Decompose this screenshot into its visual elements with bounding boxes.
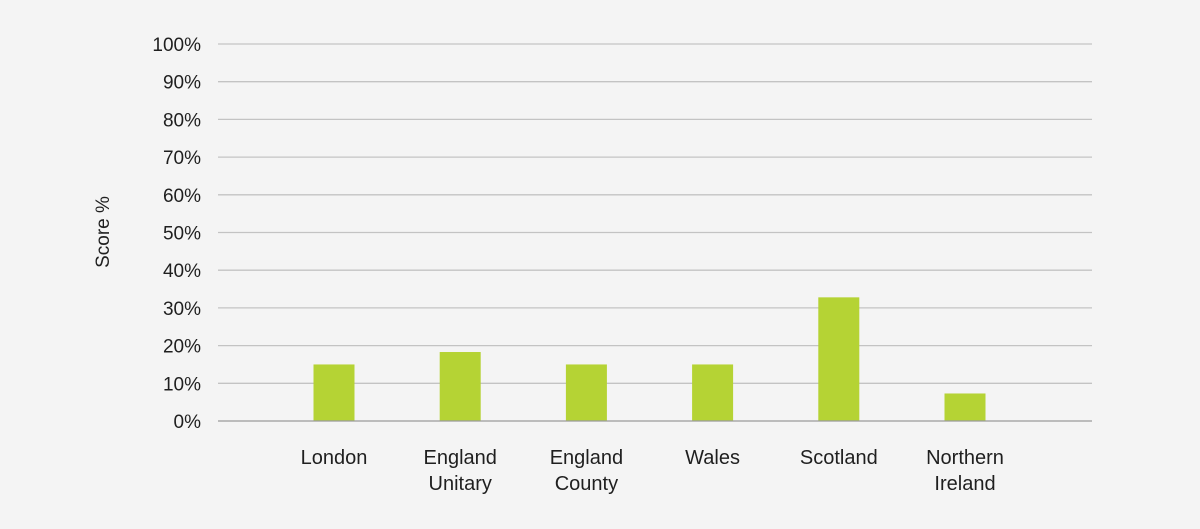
x-tick-label: London (301, 447, 368, 469)
x-tick-label-line: Wales (685, 447, 740, 469)
x-tick-label-line: Northern (926, 447, 1004, 469)
y-tick-label: 40% (163, 261, 201, 282)
x-tick-label: England Unitary (423, 447, 496, 495)
y-tick-label: 70% (163, 148, 201, 169)
x-tick-label: Wales (685, 447, 740, 469)
y-axis-label: Score % (93, 196, 114, 268)
y-axis-tick-labels: 0% 10% 20% 30% 40% 50% 60% 70% 80% 90% 100% (152, 35, 201, 433)
x-tick-label-line: London (301, 447, 368, 469)
y-tick-label: 60% (163, 186, 201, 207)
bar (944, 393, 986, 421)
y-tick-label: 90% (163, 73, 201, 94)
grid-lines (218, 43, 1092, 384)
bar (565, 364, 607, 421)
x-tick-label-line: England (550, 447, 623, 469)
y-tick-label: 0% (174, 412, 202, 433)
x-axis-tick-labels: London England Unitary England County Wales Sc… (301, 447, 1004, 495)
y-tick-label: 100% (152, 35, 201, 56)
x-tick-label-line: Scotland (800, 447, 878, 469)
x-tick-label: Scotland (800, 447, 878, 469)
x-tick-label-line: Ireland (934, 473, 995, 495)
x-tick-label: Northern Ireland (926, 447, 1004, 495)
bar (692, 364, 734, 421)
bar (439, 352, 481, 421)
y-tick-label: 10% (163, 374, 201, 395)
x-tick-label-line: Unitary (429, 473, 492, 495)
y-tick-label: 50% (163, 224, 201, 245)
y-tick-label: 30% (163, 299, 201, 320)
y-tick-label: 20% (163, 337, 201, 358)
x-tick-label-line: County (555, 473, 618, 495)
x-tick-label: England County (550, 447, 623, 495)
y-tick-label: 80% (163, 110, 201, 131)
bar (313, 364, 355, 421)
bars (313, 297, 986, 421)
x-tick-label-line: England (423, 447, 496, 469)
bar (818, 297, 860, 421)
